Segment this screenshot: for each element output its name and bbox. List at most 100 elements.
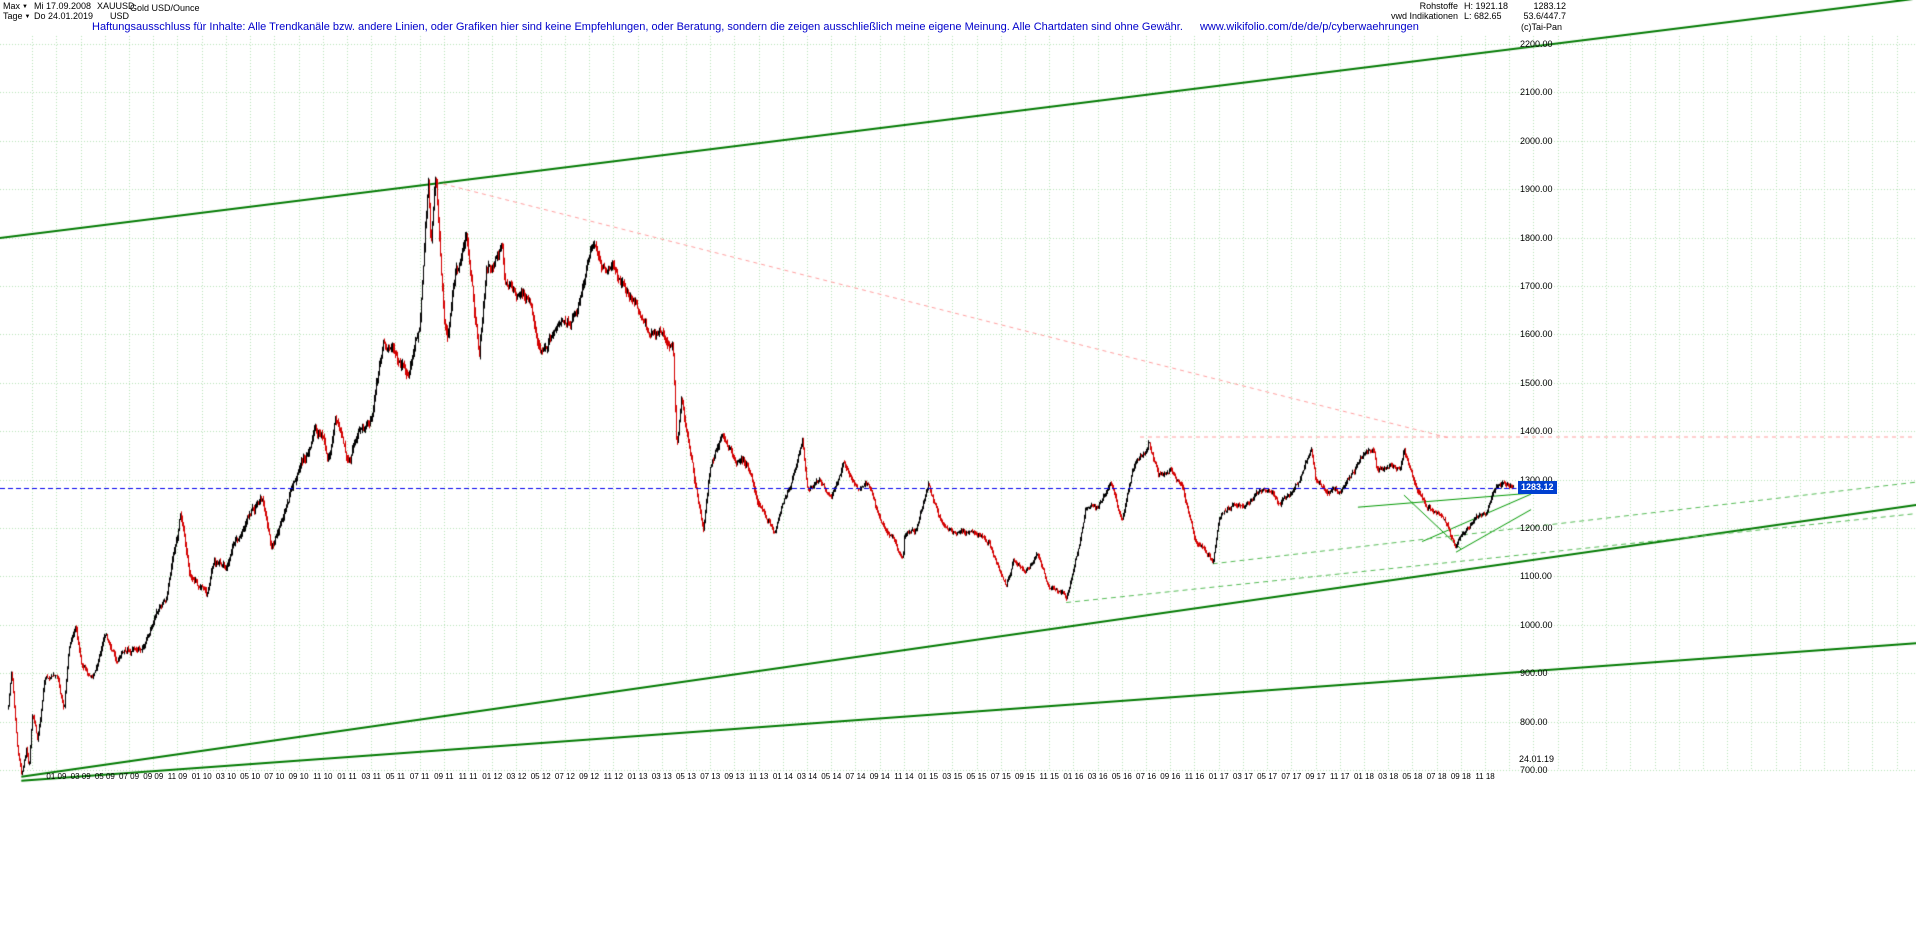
range-selector[interactable]: Max ▼: [3, 1, 28, 11]
x-axis-label: 05 14: [821, 772, 842, 781]
x-axis-label: 05 11: [385, 772, 406, 781]
category-label: Rohstoffe: [1419, 1, 1458, 11]
x-axis-label: 09 17: [1305, 772, 1326, 781]
x-axis-label: 11 12: [603, 772, 624, 781]
period-selector[interactable]: Tage ▼: [3, 11, 31, 21]
x-axis-label: 01 12: [482, 772, 503, 781]
x-axis-label: 11 13: [748, 772, 769, 781]
x-axis-label: 03 10: [215, 772, 236, 781]
x-axis-label: 11 16: [1184, 772, 1205, 781]
x-axis-label: 11 18: [1475, 772, 1495, 781]
wikifolio-url[interactable]: www.wikifolio.com/de/de/p/cyberwaehrunge…: [1199, 21, 1419, 33]
x-axis-label: 03 18: [1378, 772, 1399, 781]
last-price-value: 1283.12: [1533, 1, 1566, 11]
y-axis-label: 1500.00: [1520, 377, 1553, 388]
y-axis-label: 800.00: [1520, 716, 1548, 727]
header-left-row2: Tage ▼ Do 24.01.2019 USD: [3, 11, 129, 22]
x-axis-label: 07 10: [264, 772, 285, 781]
axis-last-date-label: 24.01.19: [1519, 754, 1555, 764]
header-left-row1: Max ▼ Mi 17.09.2008 XAUUSD Gold USD/Ounce: [3, 1, 200, 13]
y-axis-label: 1300.00: [1520, 474, 1553, 485]
x-axis-label: 01 14: [772, 772, 793, 781]
last-price-badge: 1283.12: [1518, 480, 1557, 494]
x-axis-label: 09 18: [1450, 772, 1471, 781]
instrument-currency: USD: [110, 11, 130, 21]
x-axis-label: 07 11: [409, 772, 430, 781]
chart-end-date: Do 24.01.2019: [34, 11, 94, 21]
x-axis-label: 03 17: [1232, 772, 1253, 781]
x-axis-label: 11 09: [167, 772, 188, 781]
x-axis-label: 05 12: [530, 772, 551, 781]
x-axis-label: 11 11: [458, 772, 478, 781]
x-axis-label: 09 13: [724, 772, 745, 781]
x-axis-label: 05 10: [240, 772, 261, 781]
x-axis-label: 01 09: [46, 772, 67, 781]
x-axis-label: 07 12: [554, 772, 575, 781]
y-axis-label: 2000.00: [1520, 135, 1553, 146]
x-axis-label: 11 10: [313, 772, 333, 781]
low-value: L: 682.65: [1464, 11, 1502, 21]
header-right-col2: H: 1921.18 L: 682.65: [1464, 1, 1508, 21]
x-axis-label: 09 15: [1014, 772, 1035, 781]
x-axis-label: 01 15: [918, 772, 939, 781]
x-axis-label: 09 12: [579, 772, 600, 781]
x-axis-label: 07 17: [1281, 772, 1302, 781]
x-axis-label: 05 16: [1111, 772, 1132, 781]
instrument-name: Gold USD/Ounce: [130, 3, 200, 13]
header-right-col3: 1283.12 53.6/447.7: [1512, 1, 1566, 21]
x-axis-label: 09 10: [288, 772, 309, 781]
y-axis-label: 1100.00: [1520, 571, 1552, 582]
x-axis-label: 03 16: [1087, 772, 1108, 781]
y-axis-label: 1400.00: [1520, 426, 1553, 437]
x-axis-label: 05 18: [1402, 772, 1423, 781]
caret-down-icon: ▼: [24, 14, 31, 20]
x-axis-label: 11 15: [1039, 772, 1059, 781]
caret-down-icon: ▼: [22, 4, 28, 10]
x-axis-label: 05 15: [966, 772, 987, 781]
y-axis-label: 700.00: [1520, 765, 1548, 775]
ratio-value: 53.6/447.7: [1523, 11, 1566, 21]
y-axis-label: 2100.00: [1520, 87, 1553, 98]
x-axis-label: 09 11: [434, 772, 454, 781]
x-axis-label: 01 11: [337, 772, 357, 781]
x-axis-label: 01 17: [1208, 772, 1229, 781]
y-axis-label: 1800.00: [1520, 232, 1553, 243]
x-axis-label: 03 12: [506, 772, 527, 781]
y-axis-label: 1900.00: [1520, 184, 1553, 195]
header-right-col1: Rohstoffe vwd Indikationen: [1370, 1, 1458, 21]
x-axis-label: 07 14: [845, 772, 866, 781]
x-axis-label: 03 09: [70, 772, 91, 781]
x-axis-label: 11 14: [894, 772, 914, 781]
x-axis-label: 07 13: [700, 772, 721, 781]
x-axis-label: 05 09: [94, 772, 115, 781]
x-axis-label: 01 18: [1353, 772, 1374, 781]
x-axis-label: 07 18: [1426, 772, 1447, 781]
datasource-label: vwd Indikationen: [1390, 11, 1458, 21]
y-axis-label: 1700.00: [1520, 281, 1553, 291]
y-axis-label: 1000.00: [1520, 619, 1553, 630]
x-axis-label: 11 17: [1330, 772, 1350, 781]
x-axis-label: 03 13: [651, 772, 672, 781]
x-axis-label: 09 14: [869, 772, 890, 781]
x-axis-label: 09 09: [143, 772, 164, 781]
disclaimer-bar: Haftungsausschluss für Inhalte: Alle Tre…: [92, 21, 1419, 33]
x-axis-label: 01 16: [1063, 772, 1084, 781]
y-axis-label: 2200.00: [1520, 39, 1553, 49]
x-axis-label: 01 10: [191, 772, 212, 781]
x-axis-label: 01 13: [627, 772, 648, 781]
instrument-symbol: XAUUSD: [97, 1, 135, 11]
disclaimer-text: Haftungsausschluss für Inhalte: Alle Tre…: [92, 21, 1183, 33]
y-axis-label: 1600.00: [1520, 329, 1553, 340]
x-axis-label: 07 15: [990, 772, 1011, 781]
x-axis-label: 07 09: [119, 772, 140, 781]
x-axis-label: 05 13: [675, 772, 696, 781]
y-axis-label: 1200.00: [1520, 523, 1553, 533]
x-axis-label: 03 14: [797, 772, 818, 781]
x-axis-label: 05 17: [1257, 772, 1278, 781]
x-axis-label: 07 16: [1136, 772, 1157, 781]
high-value: H: 1921.18: [1464, 1, 1509, 11]
x-axis-label: 09 16: [1160, 772, 1181, 781]
x-axis-label: 03 11: [361, 772, 381, 781]
